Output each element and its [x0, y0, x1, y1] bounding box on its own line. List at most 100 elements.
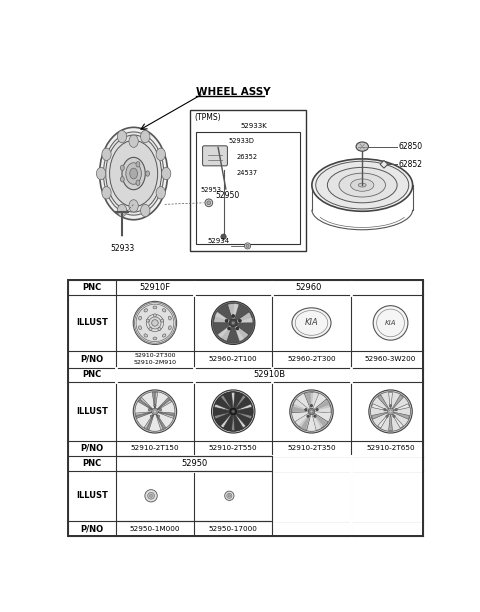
Polygon shape [158, 412, 174, 419]
Polygon shape [158, 412, 174, 416]
Polygon shape [215, 312, 230, 321]
Ellipse shape [168, 316, 171, 320]
Polygon shape [234, 325, 249, 341]
Circle shape [310, 410, 313, 413]
Ellipse shape [144, 334, 147, 337]
Circle shape [133, 301, 177, 345]
Polygon shape [235, 414, 246, 428]
Text: PNC: PNC [82, 459, 101, 468]
Circle shape [290, 390, 333, 433]
Text: KIA: KIA [305, 318, 318, 327]
Polygon shape [313, 413, 327, 427]
Polygon shape [378, 395, 389, 409]
Circle shape [291, 392, 332, 431]
Polygon shape [295, 413, 309, 426]
Polygon shape [231, 415, 235, 431]
Ellipse shape [141, 204, 150, 217]
Ellipse shape [359, 183, 366, 187]
Ellipse shape [168, 326, 171, 330]
Ellipse shape [312, 159, 413, 211]
Polygon shape [389, 392, 393, 408]
Circle shape [221, 234, 226, 239]
Circle shape [154, 405, 156, 407]
Bar [196, 132, 300, 244]
Polygon shape [392, 414, 403, 428]
Circle shape [228, 494, 230, 497]
Ellipse shape [153, 337, 157, 340]
Polygon shape [380, 160, 388, 168]
Polygon shape [372, 404, 387, 411]
Polygon shape [217, 325, 232, 341]
Circle shape [305, 408, 307, 411]
Text: P/NO: P/NO [80, 354, 103, 364]
Text: 62850: 62850 [399, 142, 423, 151]
Ellipse shape [316, 161, 409, 209]
Text: 52910-2T350: 52910-2T350 [287, 446, 336, 452]
Ellipse shape [126, 163, 142, 184]
Circle shape [228, 327, 231, 330]
Ellipse shape [144, 308, 147, 312]
Circle shape [387, 408, 394, 415]
Text: 52960-2T300: 52960-2T300 [287, 356, 336, 362]
Ellipse shape [292, 308, 331, 338]
Text: 52950: 52950 [181, 459, 207, 468]
Circle shape [384, 408, 386, 411]
Ellipse shape [130, 168, 137, 179]
Ellipse shape [117, 130, 127, 143]
Text: 52950-17000: 52950-17000 [209, 526, 258, 531]
Polygon shape [156, 414, 163, 430]
Ellipse shape [122, 157, 145, 190]
Text: PNC: PNC [82, 283, 101, 292]
Polygon shape [157, 400, 171, 410]
Polygon shape [147, 414, 154, 430]
Polygon shape [237, 318, 253, 323]
Circle shape [231, 321, 235, 324]
Circle shape [205, 199, 213, 207]
Ellipse shape [350, 179, 374, 191]
Circle shape [154, 410, 156, 413]
Ellipse shape [339, 173, 385, 197]
Circle shape [395, 408, 397, 411]
Polygon shape [144, 414, 154, 428]
Ellipse shape [103, 132, 164, 215]
Circle shape [386, 415, 388, 417]
Ellipse shape [102, 148, 111, 160]
Text: 26352: 26352 [237, 154, 258, 160]
Circle shape [389, 405, 392, 407]
Text: 52910F: 52910F [139, 283, 170, 292]
Ellipse shape [162, 308, 166, 312]
Circle shape [230, 408, 237, 415]
Circle shape [308, 408, 315, 415]
Ellipse shape [141, 130, 150, 143]
Circle shape [157, 415, 159, 417]
Ellipse shape [96, 167, 106, 180]
Circle shape [152, 408, 158, 415]
Circle shape [148, 493, 155, 499]
Circle shape [310, 405, 312, 407]
Text: ILLUST: ILLUST [76, 491, 108, 500]
Ellipse shape [153, 306, 157, 309]
Polygon shape [304, 392, 319, 408]
Text: 52950: 52950 [215, 190, 239, 200]
Polygon shape [233, 304, 239, 319]
Polygon shape [156, 414, 166, 428]
Circle shape [225, 319, 228, 323]
Polygon shape [152, 392, 155, 408]
Text: KIA: KIA [385, 320, 396, 326]
Ellipse shape [156, 187, 166, 199]
Polygon shape [231, 392, 235, 408]
Polygon shape [315, 408, 331, 412]
Polygon shape [292, 399, 309, 412]
Text: P/NO: P/NO [80, 524, 103, 533]
Circle shape [158, 327, 161, 330]
Polygon shape [235, 395, 246, 409]
Circle shape [134, 303, 175, 343]
Circle shape [154, 314, 156, 317]
Circle shape [145, 490, 157, 502]
Polygon shape [157, 398, 170, 409]
Ellipse shape [106, 135, 162, 212]
Ellipse shape [129, 135, 138, 147]
Polygon shape [236, 412, 252, 419]
Circle shape [307, 415, 309, 417]
Circle shape [389, 410, 392, 413]
